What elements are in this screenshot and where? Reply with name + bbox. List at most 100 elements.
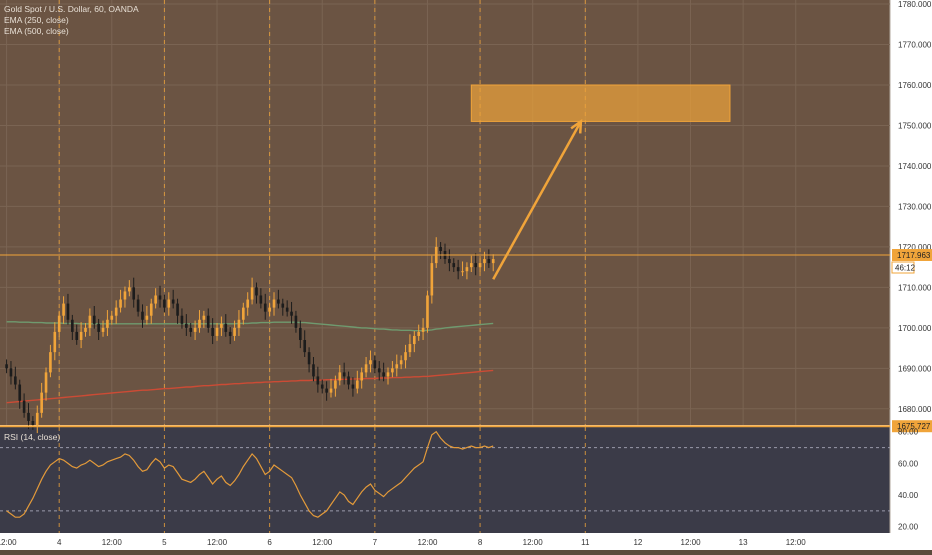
candle-body [386,372,390,377]
support-price-label: 1675.727 [897,422,931,431]
candle-body [193,327,197,332]
candle-body [377,368,381,373]
candle-body [171,299,175,304]
last-price-badge [892,249,932,261]
time-tick-label: 12:00 [312,538,333,547]
price-tick-label: 1730.000 [898,202,932,211]
candle-body [44,372,48,393]
price-tick-label: 1780.000 [898,0,932,9]
candle-body [281,303,285,308]
time-tick-label: 13 [739,538,748,547]
candle-body [211,327,214,336]
candle-body [49,352,52,373]
rsi-tick-label: 20.00 [898,523,919,532]
candle-body [294,315,298,328]
candle-body [478,263,482,268]
candle-body [268,307,271,312]
candle-body [228,331,232,336]
candle-body [469,263,473,268]
candle-body [128,287,131,292]
candle-body [123,291,127,300]
candle-body [342,372,346,377]
ema250-line [6,321,494,332]
candle-body [465,267,469,272]
candle-body [97,323,100,332]
time-tick-label: 6 [267,538,272,547]
candle-body [373,360,377,369]
candle-body [167,299,171,308]
candle-body [154,295,157,304]
time-tick-label: 11 [581,538,590,547]
candle-body [448,259,451,264]
candle-body [259,295,263,304]
candle-body [237,319,241,328]
candle-body [412,335,416,345]
candle-body [263,303,267,312]
time-tick-label: 12:00 [102,538,123,547]
candle-body [461,271,464,273]
candle-body [299,327,302,340]
candle-body [312,364,315,377]
time-tick-label: 12:00 [786,538,807,547]
candle-body [53,331,57,353]
candle-body [119,299,122,308]
countdown-badge [891,261,915,274]
candle-body [351,384,355,389]
candle-body [382,372,385,377]
projection-arrow-head [570,118,583,134]
candle-body [9,368,13,377]
candle-body [329,388,333,393]
candle-body [290,311,293,316]
rsi-tick-label: 40.00 [898,491,919,500]
candle-body [62,303,65,316]
candle-body [246,299,250,308]
candle-body [255,287,258,296]
candle-body [404,352,407,361]
candle-body [483,259,486,264]
rsi-line [6,430,494,518]
candle-body [84,327,87,332]
candle-body [145,315,149,320]
time-tick-label: 7 [373,538,378,547]
candle-body [250,287,254,300]
time-tick-label: 12:00 [523,538,544,547]
candle-body [224,323,228,332]
price-tick-label: 1760.000 [898,81,932,90]
candle-body [106,319,109,328]
price-tick-label: 1700.000 [898,324,932,333]
time-tick-label: 12:00 [681,538,702,547]
candle-body [202,315,206,320]
candle-body [101,327,105,332]
candle-body [426,295,429,328]
price-tick-label: 1740.000 [898,162,932,171]
candle-body [356,380,359,389]
candle-body [334,380,337,389]
candle-body [180,315,184,324]
time-tick-label: 12:00 [207,538,228,547]
time-tick-label: 5 [162,538,167,547]
candle-body [417,331,421,336]
candle-body [31,420,35,425]
candle-body [136,299,140,312]
price-tick-label: 1770.000 [898,41,932,50]
candle-body [421,327,425,332]
candle-body [22,400,26,413]
candle-body [57,315,61,332]
candle-body [408,344,412,353]
candle-body [35,412,39,425]
candle-body [189,327,193,332]
candle-body [114,307,118,316]
candle-body [215,327,219,336]
candle-body [364,364,368,373]
projection-arrow [492,120,583,280]
candle-body [132,287,136,300]
candle-body [92,315,96,324]
price-tick-label: 1690.000 [898,364,932,373]
candle-body [456,267,460,272]
candle-body [316,376,320,385]
candle-body [285,307,289,312]
candle-body [430,263,434,296]
candle-body [71,319,74,332]
candle-body [149,303,153,316]
